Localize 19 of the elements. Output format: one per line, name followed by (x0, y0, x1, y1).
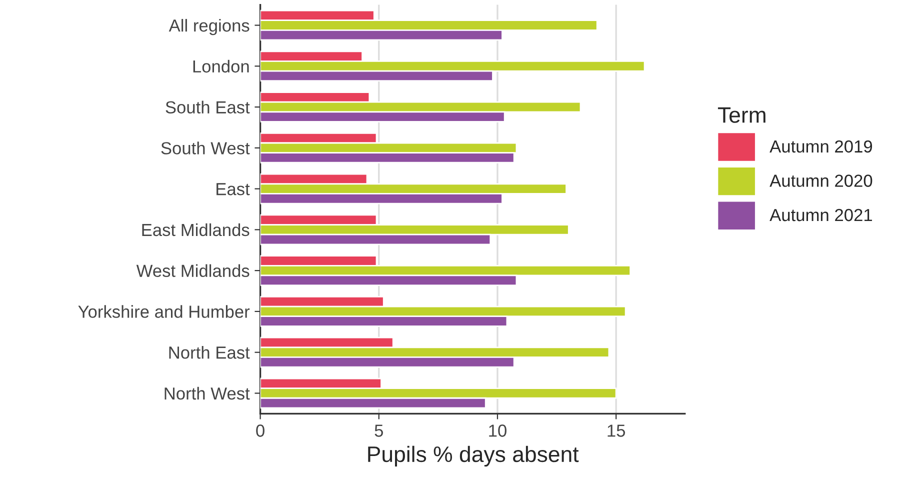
y-tick-label: South East (166, 100, 250, 114)
x-tick-label: 0 (256, 424, 264, 437)
x-tick-label: 15 (608, 424, 626, 437)
legend-label: Autumn 2021 (770, 208, 872, 222)
y-tick-label: Yorkshire and Humber (78, 305, 250, 318)
x-tick-label: 10 (489, 424, 506, 437)
x-tick-label: 5 (374, 424, 383, 437)
y-tick-label: London (193, 60, 249, 73)
y-tick-label: North West (164, 386, 250, 400)
y-tick-label: North East (169, 346, 250, 359)
y-tick-label: East (216, 183, 250, 196)
x-axis-title: Pupils % days absent (368, 446, 579, 467)
legend-title: Term (718, 107, 766, 123)
legend-label: Autumn 2020 (770, 174, 872, 187)
y-tick-label: South West (161, 142, 250, 154)
legend-label: Autumn 2019 (770, 140, 872, 153)
y-tick-label: All regions (168, 18, 250, 36)
y-tick-label: West Midlands (136, 264, 250, 278)
y-tick-label: East Midlands (142, 223, 250, 236)
